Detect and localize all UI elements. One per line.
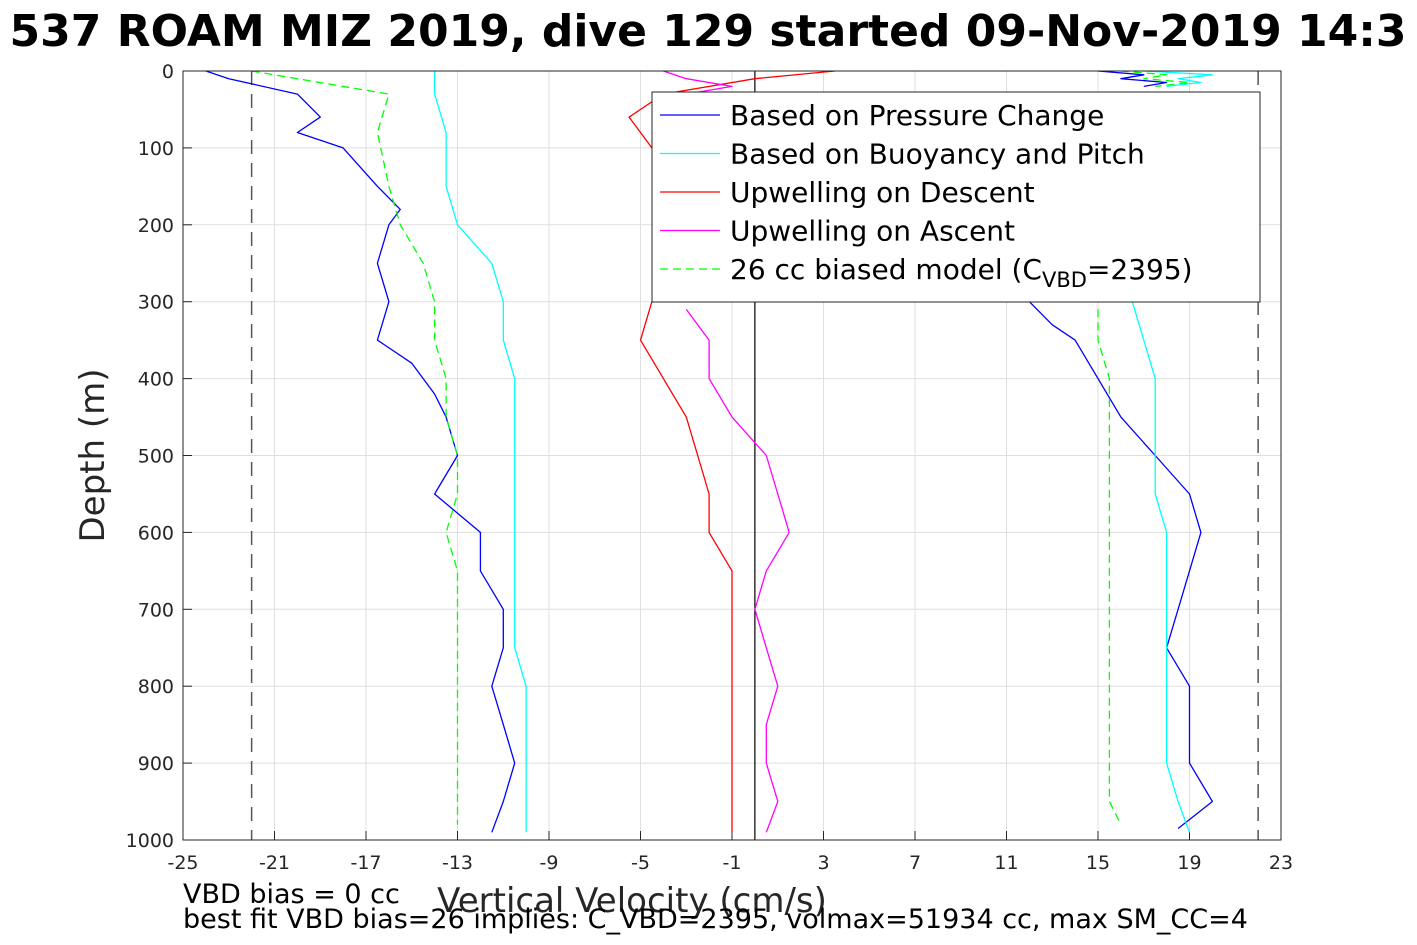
y-tick-label: 0 <box>162 61 174 83</box>
legend-entry: Based on Buoyancy and Pitch <box>730 138 1145 171</box>
series-1 <box>205 70 1214 833</box>
y-tick-label: 500 <box>138 446 174 468</box>
series-layer <box>205 70 1214 833</box>
x-tick-label: -25 <box>167 852 198 874</box>
legend-box <box>651 91 1261 303</box>
x-tick-label: 15 <box>1086 852 1110 874</box>
chart-title: 537 ROAM MIZ 2019, dive 129 started 09-N… <box>10 6 1407 57</box>
series-2 <box>433 70 1214 833</box>
x-tick-label: -13 <box>442 852 473 874</box>
x-tick-label: 23 <box>1269 852 1293 874</box>
x-tick-label: 7 <box>909 852 921 874</box>
x-tick-label: -21 <box>259 852 290 874</box>
series-line <box>1097 309 1122 825</box>
y-tick-label: 800 <box>138 676 174 698</box>
series-line <box>433 71 527 833</box>
x-tick-label: 3 <box>817 852 829 874</box>
series-line <box>205 70 516 833</box>
series-line <box>628 70 835 149</box>
y-tick-label: 700 <box>138 599 174 621</box>
y-tick-labels: 0 100 200 300 400 500 600 700 800 900 1000 <box>126 61 174 852</box>
series-4 <box>663 70 790 833</box>
legend-entry: Upwelling on Descent <box>730 176 1035 209</box>
x-tick-labels: -25 -21 -17 -13 -9 -5 -1 3 7 11 15 19 23 <box>167 852 1293 874</box>
y-axis-label: Depth (m) <box>73 368 113 542</box>
x-tick-label: -5 <box>631 852 650 874</box>
series-line <box>1097 70 1168 88</box>
series-line <box>1028 301 1214 830</box>
y-tick-label: 300 <box>138 292 174 314</box>
legend: Based on Pressure Change Based on Buoyanc… <box>651 91 1261 303</box>
series-line <box>251 70 459 825</box>
plot-frame <box>182 70 1282 841</box>
y-tick-label: 1000 <box>126 830 174 852</box>
footer-line-2: best fit VBD bias=26 implies: C_VBD=2395… <box>183 904 1248 935</box>
legend-entry: Upwelling on Ascent <box>730 215 1015 248</box>
legend-entry: Based on Pressure Change <box>730 99 1104 132</box>
legend-entry: 26 cc biased model (CVBD=2395) <box>730 253 1193 292</box>
series-line <box>1120 70 1191 88</box>
x-axis-label: Vertical Velocity (cm/s) <box>437 881 827 921</box>
series-line <box>685 309 790 833</box>
footer-line-1: VBD bias = 0 cc <box>183 879 400 910</box>
x-tick-label: -17 <box>350 852 381 874</box>
series-line <box>1131 301 1191 833</box>
series-5 <box>251 70 1191 825</box>
x-tick-label: -1 <box>723 852 742 874</box>
y-tick-label: 100 <box>138 138 174 160</box>
series-line <box>1143 70 1214 88</box>
x-tick-label: 11 <box>994 852 1018 874</box>
x-tick-label: -9 <box>540 852 559 874</box>
series-3 <box>628 70 835 833</box>
y-tick-label: 200 <box>138 215 174 237</box>
x-tick-label: 19 <box>1177 852 1201 874</box>
y-tick-label: 600 <box>138 522 174 544</box>
y-tick-label: 900 <box>138 753 174 775</box>
y-tick-label: 400 <box>138 369 174 391</box>
series-line <box>639 301 733 833</box>
series-line <box>663 70 733 95</box>
